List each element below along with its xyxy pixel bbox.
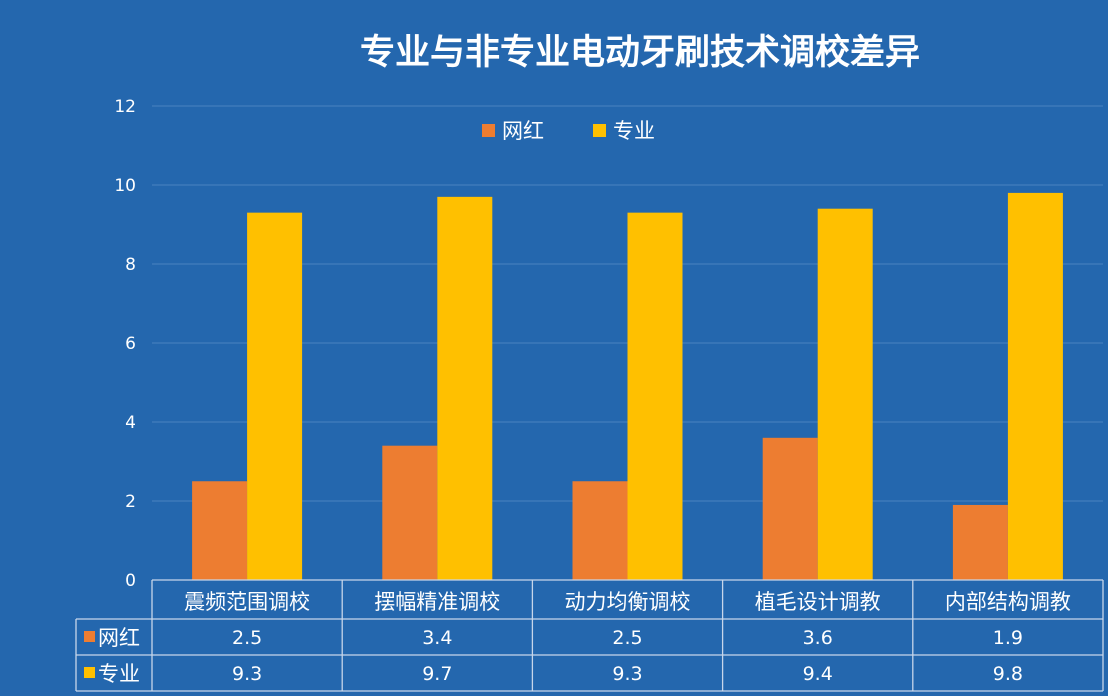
bar-wanghong [572, 481, 628, 580]
legend-label-wanghong: 网红 [502, 119, 544, 143]
y-tick-label: 12 [114, 97, 136, 117]
legend-swatch-zhuanye [593, 124, 606, 137]
category-label: 内部结构调教 [945, 590, 1071, 614]
bar-zhuanye [247, 212, 303, 580]
table-value: 9.3 [232, 663, 262, 685]
category-label: 摆幅精准调校 [374, 590, 500, 614]
y-tick-label: 10 [114, 176, 136, 196]
bar-zhuanye [817, 208, 873, 580]
category-label: 植毛设计调教 [755, 590, 881, 614]
bar-zhuanye [627, 212, 683, 580]
chart-title: 专业与非专业电动牙刷技术调校差异 [360, 32, 920, 73]
data-table-values: 2.5 3.4 2.5 3.6 1.9 9.3 9.7 9.3 9.4 9.8 [232, 627, 1023, 685]
table-value: 9.7 [422, 663, 452, 685]
category-label: 动力均衡调校 [565, 590, 691, 614]
bar-wanghong [382, 445, 438, 580]
y-tick-label: 8 [125, 255, 136, 275]
bar-wanghong [762, 437, 818, 580]
table-value: 1.9 [993, 627, 1023, 649]
table-value: 9.8 [993, 663, 1023, 685]
legend: 网红 专业 [482, 119, 655, 143]
y-tick-label: 6 [125, 334, 136, 354]
row-header-wanghong: 网红 [98, 626, 140, 650]
legend-swatch-wanghong [482, 124, 495, 137]
bar-wanghong [192, 481, 248, 580]
row-header-zhuanye: 专业 [98, 662, 140, 686]
table-value: 9.4 [803, 663, 833, 685]
y-tick-label: 0 [125, 571, 136, 591]
bar-zhuanye [437, 196, 493, 580]
table-value: 3.4 [422, 627, 452, 649]
y-tick-label: 4 [125, 413, 136, 433]
bar-wanghong [952, 504, 1008, 580]
bars [192, 192, 1063, 580]
data-table-grid [75, 579, 1104, 692]
table-value: 2.5 [612, 627, 642, 649]
table-value: 2.5 [232, 627, 262, 649]
y-tick-label: 2 [125, 492, 136, 512]
legend-label-zhuanye: 专业 [613, 119, 655, 143]
row-swatch-zhuanye [84, 667, 95, 678]
data-table-categories: 震频范围调校 摆幅精准调校 动力均衡调校 植毛设计调教 内部结构调教 [184, 590, 1071, 614]
table-value: 3.6 [803, 627, 833, 649]
table-value: 9.3 [612, 663, 642, 685]
y-axis-ticks: 0 2 4 6 8 10 12 [114, 97, 136, 591]
row-swatch-wanghong [84, 631, 95, 642]
bar-zhuanye [1007, 192, 1063, 580]
category-label: 震频范围调校 [184, 590, 310, 614]
